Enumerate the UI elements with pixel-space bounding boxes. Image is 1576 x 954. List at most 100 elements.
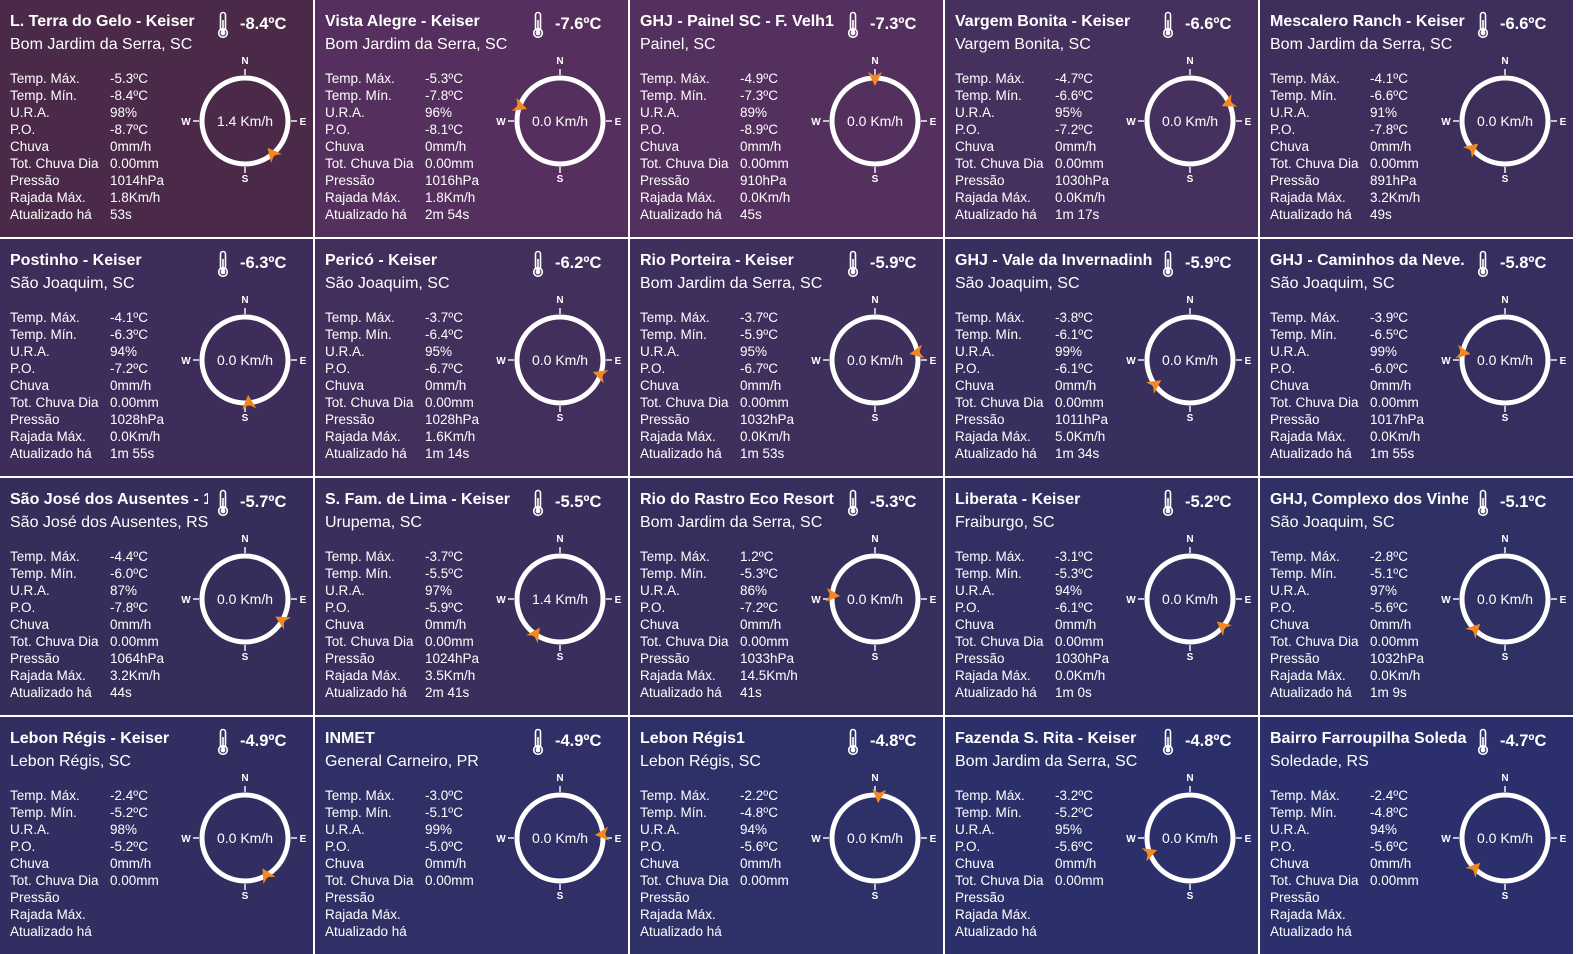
stat-value: 95%	[425, 344, 453, 359]
stat-label: Rajada Máx.	[325, 190, 401, 205]
station-card-ghj-painel-sc-f-velh1[interactable]: GHJ - Painel SC - F. Velh1 Painel, SC -7.3…	[630, 0, 943, 237]
stat-label: P.O.	[10, 600, 36, 615]
compass-ring	[1144, 75, 1236, 167]
stat-label: Tot. Chuva Dia	[1270, 156, 1359, 171]
stat-label: U.R.A.	[640, 344, 680, 359]
stat-value: -5.9ºC	[425, 600, 463, 615]
station-card-lebon-regis1[interactable]: Lebon Régis1 Lebon Régis, SC -4.8ºC Temp. M…	[630, 717, 943, 954]
stat-value: 94%	[740, 822, 768, 837]
stat-label: U.R.A.	[325, 105, 365, 120]
thermometer-icon	[847, 489, 859, 517]
stat-value: 1m 53s	[740, 446, 785, 461]
current-temperature: -6.3ºC	[240, 254, 287, 272]
stat-value: -4.1ºC	[1370, 71, 1408, 86]
station-name: Postinho - Keiser	[10, 252, 142, 269]
thermometer-icon	[217, 11, 229, 39]
wind-direction-arrow	[1462, 143, 1479, 158]
station-card-mescalero-ranch-keiser[interactable]: Mescalero Ranch - Keiser Bom Jardim da Se…	[1260, 0, 1573, 237]
compass-ring	[829, 314, 921, 406]
thermometer-icon	[1477, 728, 1489, 756]
station-card-bairro-farroupilha-soleda[interactable]: Bairro Farroupilha Soleda Soledade, RS -4.…	[1260, 717, 1573, 954]
stat-label: Temp. Mín.	[325, 88, 392, 103]
stat-value: -5.3ºC	[110, 71, 148, 86]
compass-ring	[514, 314, 606, 406]
station-card-vista-alegre-keiser[interactable]: Vista Alegre - Keiser Bom Jardim da Serra…	[315, 0, 628, 237]
stat-value: 1024hPa	[425, 651, 480, 666]
stat-label: Temp. Máx.	[640, 71, 710, 86]
station-name: Lebon Régis1	[640, 730, 745, 747]
stat-value: 0mm/h	[1370, 139, 1412, 154]
station-card-ghj-caminhos-da-neve-f[interactable]: GHJ - Caminhos da Neve. F São Joaquim, SC…	[1260, 239, 1573, 476]
stat-value: 94%	[1370, 822, 1398, 837]
stat-value: 44s	[110, 685, 132, 700]
wind-compass: N E S W 0.0 Km/h	[811, 56, 936, 185]
station-name: São José dos Ausentes - 1	[10, 491, 208, 508]
station-card-s-fam-de-lima-keiser[interactable]: S. Fam. de Lima - Keiser Urupema, SC -5.5º…	[315, 478, 628, 715]
stat-value: -6.4ºC	[425, 327, 463, 342]
wind-direction-arrow	[1216, 621, 1233, 636]
stat-value: 0.00mm	[740, 873, 789, 888]
stat-label: U.R.A.	[325, 583, 365, 598]
wind-direction-arrow	[275, 616, 291, 630]
stat-label: Pressão	[10, 412, 60, 427]
stat-value: -5.6ºC	[1055, 839, 1093, 854]
stat-value: -8.9ºC	[740, 122, 778, 137]
stat-value: -4.9ºC	[740, 71, 778, 86]
wind-direction-arrow	[1145, 380, 1162, 394]
stat-label: Pressão	[640, 890, 690, 905]
station-location: Vargem Bonita, SC	[955, 36, 1091, 53]
stat-value: -3.9ºC	[1370, 310, 1408, 325]
stat-label: Pressão	[325, 173, 375, 188]
stat-label: Tot. Chuva Dia	[325, 156, 414, 171]
stat-label: Tot. Chuva Dia	[955, 395, 1044, 410]
compass-label-n: N	[1186, 534, 1193, 545]
stat-value: -2.4ºC	[1370, 788, 1408, 803]
compass-label-n: N	[871, 295, 878, 306]
wind-direction-arrow	[872, 788, 887, 804]
station-card-lebon-regis-keiser[interactable]: Lebon Régis - Keiser Lebon Régis, SC -4.9º…	[0, 717, 313, 954]
stat-value: 0.00mm	[110, 873, 159, 888]
station-card-rio-do-rastro-eco-resort[interactable]: Rio do Rastro Eco Resort Bom Jardim da Se…	[630, 478, 943, 715]
station-card-l-terra-do-gelo-keiser[interactable]: L. Terra do Gelo - Keiser Bom Jardim da S…	[0, 0, 313, 237]
stat-label: Rajada Máx.	[1270, 190, 1346, 205]
stat-value: 1017hPa	[1370, 412, 1425, 427]
stat-value: 0.00mm	[1370, 873, 1419, 888]
stat-label: Chuva	[955, 856, 995, 871]
station-name: S. Fam. de Lima - Keiser	[325, 491, 510, 508]
station-card-vargem-bonita-keiser[interactable]: Vargem Bonita - Keiser Vargem Bonita, SC -…	[945, 0, 1258, 237]
wind-compass: N E S W 0.0 Km/h	[1441, 534, 1566, 663]
station-card-inmet[interactable]: INMET General Carneiro, PR -4.9ºC Temp. Máx…	[315, 717, 628, 954]
stat-label: Atualizado há	[1270, 207, 1352, 222]
stat-value: 3.2Km/h	[1370, 190, 1421, 205]
wind-direction-arrow	[511, 97, 528, 111]
wind-compass: N E S W 0.0 Km/h	[181, 534, 307, 663]
compass-label-s: S	[872, 891, 879, 902]
station-card-sao-jose-dos-ausentes-1[interactable]: São José dos Ausentes - 1 São José dos Au…	[0, 478, 313, 715]
station-card-ghj-vale-da-invernadinh[interactable]: GHJ - Vale da Invernadinh São Joaquim, SC…	[945, 239, 1258, 476]
stat-value: 1.8Km/h	[425, 190, 476, 205]
current-temperature: -7.3ºC	[870, 15, 917, 33]
wind-compass: N E S W 0.0 Km/h	[811, 295, 936, 424]
stat-value: -5.3ºC	[1055, 566, 1093, 581]
stat-value: 1014hPa	[110, 173, 165, 188]
stat-value: 1m 0s	[1055, 685, 1092, 700]
station-card-liberata-keiser[interactable]: Liberata - Keiser Fraiburgo, SC -5.2ºC Temp…	[945, 478, 1258, 715]
station-card-rio-porteira-keiser[interactable]: Rio Porteira - Keiser Bom Jardim da Serra…	[630, 239, 943, 476]
station-card-postinho-keiser[interactable]: Postinho - Keiser São Joaquim, SC -6.3ºC Te…	[0, 239, 313, 476]
station-card-perico-keiser[interactable]: Pericó - Keiser São Joaquim, SC -6.2ºC Temp…	[315, 239, 628, 476]
stat-value: 98%	[110, 822, 138, 837]
thermometer-icon	[532, 11, 544, 39]
stat-value: -2.4ºC	[110, 788, 148, 803]
stat-label: Tot. Chuva Dia	[640, 156, 729, 171]
stat-value: 0.0Km/h	[740, 429, 791, 444]
stat-label: U.R.A.	[640, 105, 680, 120]
station-card-fazenda-s-rita-keiser[interactable]: Fazenda S. Rita - Keiser Bom Jardim da Se…	[945, 717, 1258, 954]
station-name: L. Terra do Gelo - Keiser	[10, 13, 195, 30]
stat-label: Chuva	[325, 378, 365, 393]
station-card-ghj-complexo-dos-vinhed[interactable]: GHJ, Complexo dos Vinhed São Joaquim, SC -…	[1260, 478, 1573, 715]
compass-label-n: N	[241, 56, 248, 67]
stat-value: -4.4ºC	[110, 549, 148, 564]
compass-label-e: E	[300, 595, 307, 606]
current-temperature: -8.4ºC	[240, 15, 287, 33]
current-temperature: -5.5ºC	[555, 493, 602, 511]
